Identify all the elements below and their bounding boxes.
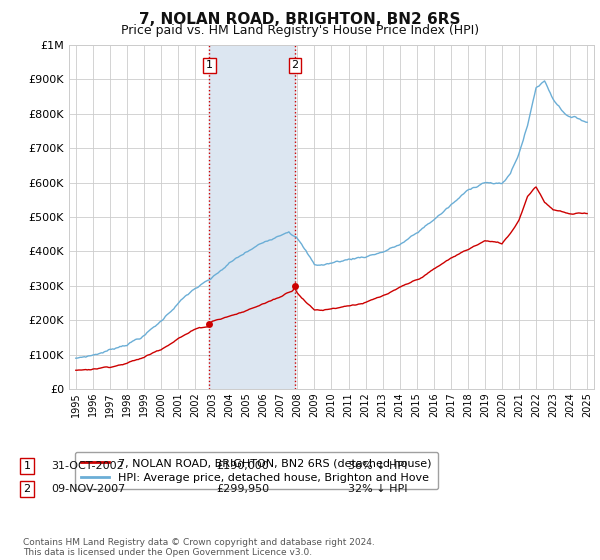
Text: 2: 2 xyxy=(292,60,299,71)
Text: Contains HM Land Registry data © Crown copyright and database right 2024.
This d: Contains HM Land Registry data © Crown c… xyxy=(23,538,374,557)
Legend: 7, NOLAN ROAD, BRIGHTON, BN2 6RS (detached house), HPI: Average price, detached : 7, NOLAN ROAD, BRIGHTON, BN2 6RS (detach… xyxy=(74,451,438,489)
Text: 1: 1 xyxy=(23,461,31,471)
Text: £190,000: £190,000 xyxy=(216,461,269,471)
Text: 7, NOLAN ROAD, BRIGHTON, BN2 6RS: 7, NOLAN ROAD, BRIGHTON, BN2 6RS xyxy=(139,12,461,27)
Text: 31-OCT-2002: 31-OCT-2002 xyxy=(51,461,124,471)
Bar xyxy=(209,45,295,389)
Text: 32% ↓ HPI: 32% ↓ HPI xyxy=(348,484,407,494)
Text: £299,950: £299,950 xyxy=(216,484,269,494)
Text: 36% ↓ HPI: 36% ↓ HPI xyxy=(348,461,407,471)
Text: Price paid vs. HM Land Registry's House Price Index (HPI): Price paid vs. HM Land Registry's House … xyxy=(121,24,479,36)
Text: 1: 1 xyxy=(206,60,213,71)
Text: 2: 2 xyxy=(23,484,31,494)
Text: 09-NOV-2007: 09-NOV-2007 xyxy=(51,484,125,494)
